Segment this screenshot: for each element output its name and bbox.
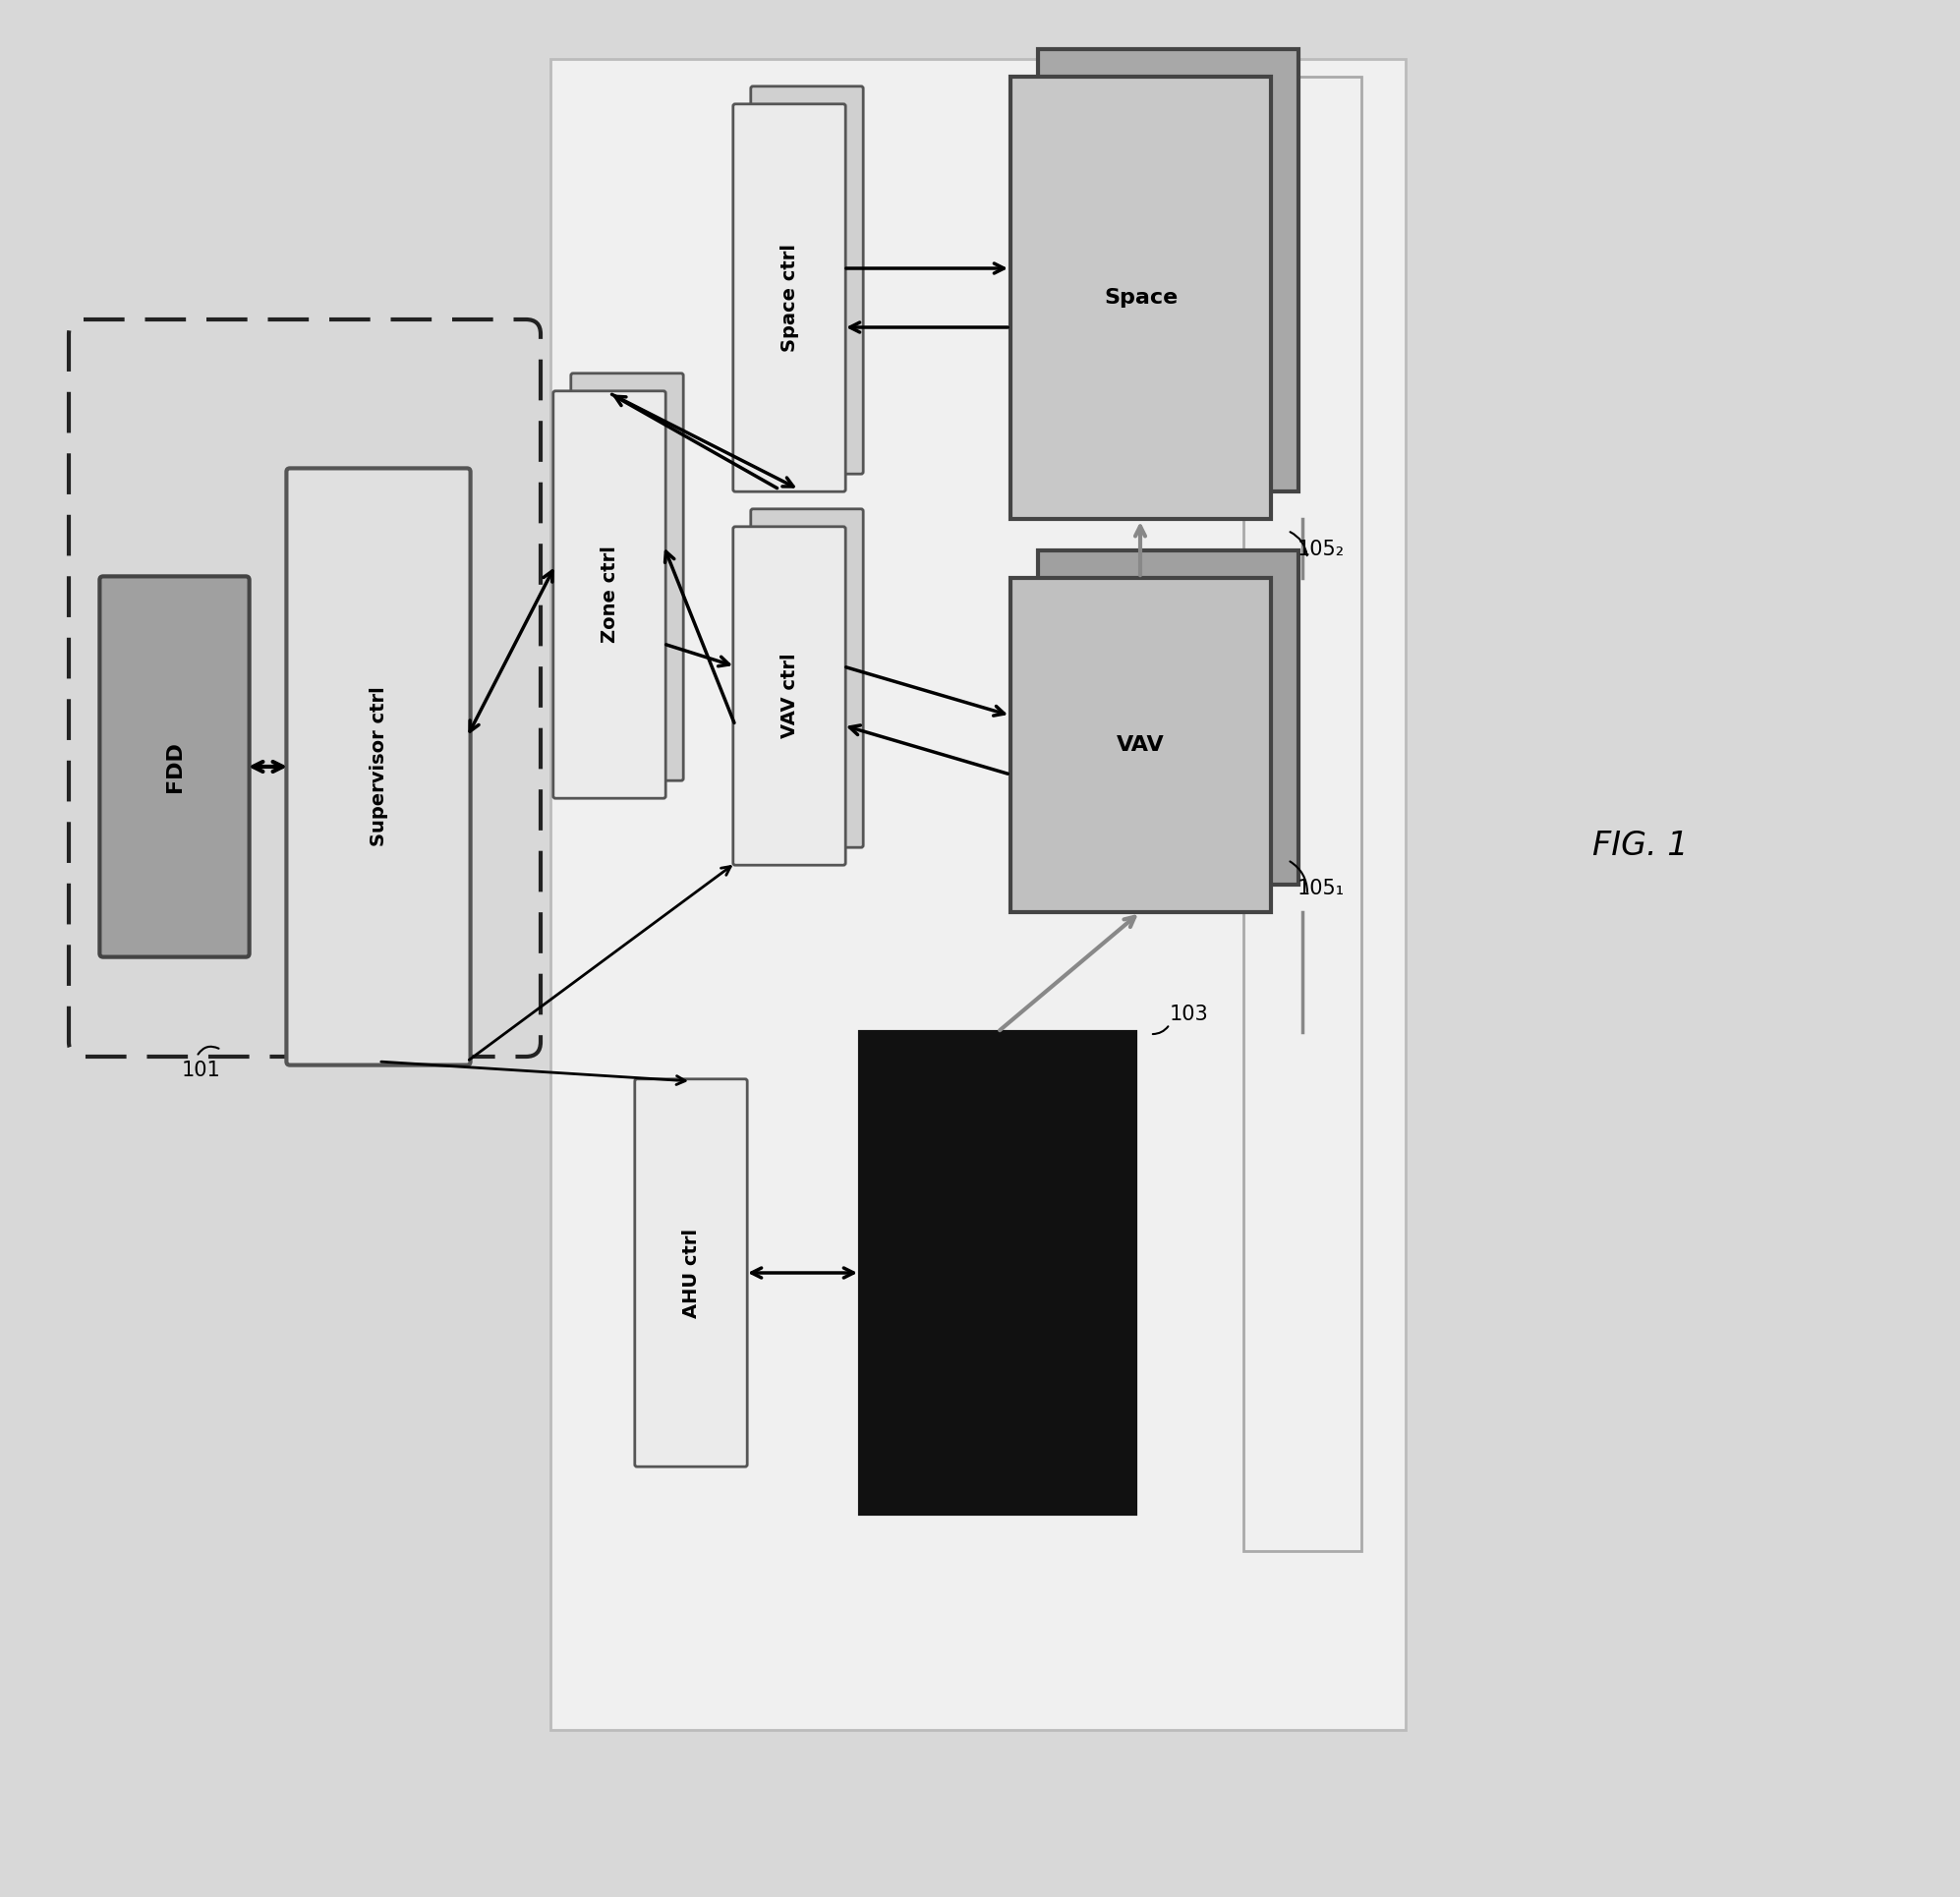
Text: AHU ctrl: AHU ctrl <box>682 1227 700 1318</box>
Bar <box>1039 49 1298 491</box>
FancyBboxPatch shape <box>553 391 666 799</box>
Text: FIG. 1: FIG. 1 <box>1592 829 1688 861</box>
Bar <box>1039 550 1298 884</box>
FancyBboxPatch shape <box>570 374 684 782</box>
Text: 103: 103 <box>1170 1005 1209 1024</box>
Text: Space: Space <box>1103 288 1178 307</box>
Text: 105₁: 105₁ <box>1298 878 1345 899</box>
Bar <box>860 1032 1135 1514</box>
Text: VAV: VAV <box>1117 736 1164 755</box>
Bar <box>1011 76 1270 520</box>
FancyBboxPatch shape <box>733 527 845 865</box>
Text: Zone ctrl: Zone ctrl <box>600 546 619 643</box>
Text: Space ctrl: Space ctrl <box>780 243 798 351</box>
Text: FDD: FDD <box>165 742 184 793</box>
Text: 101: 101 <box>182 1060 221 1079</box>
Bar <box>1243 76 1362 1552</box>
Bar <box>1011 579 1270 912</box>
FancyBboxPatch shape <box>733 104 845 491</box>
Text: VAV ctrl: VAV ctrl <box>780 653 798 738</box>
Text: Supervisor ctrl: Supervisor ctrl <box>368 687 388 846</box>
Text: 105₂: 105₂ <box>1298 539 1345 560</box>
FancyBboxPatch shape <box>100 577 249 956</box>
FancyBboxPatch shape <box>751 508 862 848</box>
FancyBboxPatch shape <box>635 1079 747 1466</box>
Bar <box>551 59 1405 1730</box>
FancyBboxPatch shape <box>286 469 470 1064</box>
FancyBboxPatch shape <box>751 85 862 474</box>
